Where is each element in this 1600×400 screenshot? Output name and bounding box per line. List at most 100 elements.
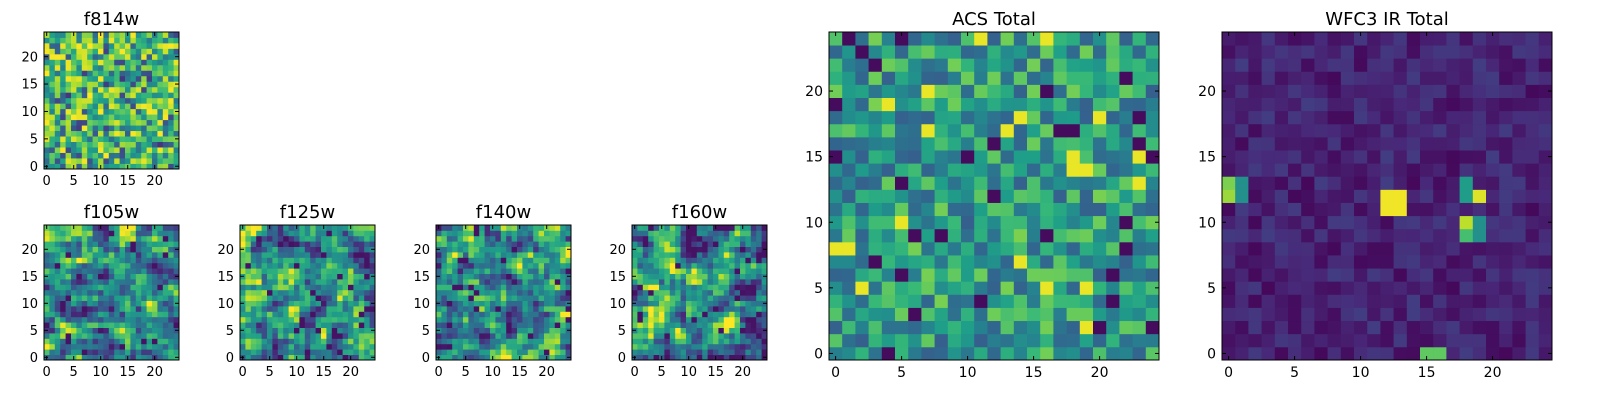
heatmap-cell <box>713 230 719 237</box>
heatmap-cell <box>240 316 246 323</box>
heatmap-cell <box>686 257 692 264</box>
heatmap-cell <box>723 295 730 301</box>
heatmap-cell <box>441 257 448 264</box>
heatmap-cell <box>522 306 529 312</box>
f125w-axes-frame <box>239 224 376 361</box>
heatmap-cell <box>1538 110 1553 125</box>
heatmap-cell <box>702 289 708 296</box>
heatmap-cell <box>119 273 126 280</box>
heatmap-cell <box>1145 333 1160 348</box>
heatmap-cell <box>65 316 72 323</box>
heatmap-cell <box>842 346 856 361</box>
heatmap-cell <box>141 37 147 44</box>
heatmap-cell <box>560 322 566 328</box>
heatmap-cell <box>87 241 93 247</box>
heatmap-cell <box>1248 228 1262 243</box>
heatmap-cell <box>1340 123 1355 138</box>
heatmap-cell <box>173 316 180 323</box>
heatmap-cell <box>369 225 376 231</box>
heatmap-cell <box>337 343 343 350</box>
heatmap-cell <box>1013 202 1028 217</box>
heatmap-cell <box>119 322 126 328</box>
heatmap-cell <box>669 235 676 242</box>
heatmap-cell <box>1327 228 1342 243</box>
heatmap-cell <box>1327 84 1342 98</box>
heatmap-cell <box>81 158 88 164</box>
heatmap-cell <box>44 147 50 153</box>
heatmap-cell <box>538 343 545 350</box>
heatmap-cell <box>500 279 507 285</box>
heatmap-cell <box>500 241 507 247</box>
heatmap-cell <box>761 268 768 274</box>
heatmap-cell <box>1145 163 1160 177</box>
heatmap-cell <box>250 338 257 345</box>
heatmap-cell <box>881 45 896 59</box>
heatmap-cell <box>881 110 896 125</box>
heatmap-cell <box>76 295 83 301</box>
heatmap-cell <box>152 262 158 269</box>
heatmap-cell <box>1301 346 1315 361</box>
heatmap-cell <box>54 152 61 159</box>
heatmap-cell <box>1132 71 1147 85</box>
heatmap-cell <box>506 333 512 339</box>
heatmap-cell <box>1486 163 1500 177</box>
heatmap-cell <box>522 225 529 231</box>
heatmap-cell <box>65 53 72 60</box>
heatmap-cell <box>549 300 556 307</box>
heatmap-cell <box>544 333 550 339</box>
heatmap-cell <box>76 333 83 339</box>
heatmap-cell <box>49 130 56 137</box>
heatmap-cell <box>1340 268 1355 282</box>
heatmap-cell <box>702 354 708 361</box>
heatmap-cell <box>337 306 343 312</box>
heatmap-cell <box>457 295 464 301</box>
heatmap-cell <box>842 320 856 335</box>
heatmap-cell <box>1486 346 1500 361</box>
heatmap-cell <box>1145 307 1160 322</box>
heatmap-cell <box>261 333 268 339</box>
heatmap-cell <box>987 150 1001 164</box>
heatmap-cell <box>135 311 142 318</box>
heatmap-cell <box>135 295 142 301</box>
heatmap-cell <box>750 322 757 328</box>
heatmap-cell <box>98 136 104 142</box>
heatmap-cell <box>304 262 311 269</box>
heatmap-cell <box>1512 110 1526 125</box>
heatmap-cell <box>1367 150 1381 164</box>
heatmap-cell <box>1393 281 1408 295</box>
heatmap-cell <box>1288 84 1302 98</box>
heatmap-cell <box>288 306 295 312</box>
heatmap-cell <box>511 279 518 285</box>
heatmap-cell <box>54 241 61 247</box>
heatmap-cell <box>868 123 883 138</box>
heatmap-cell <box>81 306 88 312</box>
heatmap-cell <box>310 262 316 269</box>
heatmap-cell <box>707 327 714 334</box>
heatmap-cell <box>119 230 126 237</box>
heatmap-cell <box>1538 71 1553 85</box>
heatmap-cell <box>829 189 843 203</box>
heatmap-cell <box>146 92 153 99</box>
heatmap-cell <box>441 246 448 253</box>
heatmap-cell <box>745 273 752 280</box>
heatmap-cell <box>1340 45 1355 59</box>
heatmap-cell <box>664 289 671 296</box>
heatmap-cell <box>934 215 949 230</box>
heatmap-cell <box>76 300 83 307</box>
heatmap-cell <box>250 295 257 301</box>
heatmap-cell <box>895 346 909 361</box>
heatmap-cell <box>321 289 327 296</box>
heatmap-cell <box>60 235 66 242</box>
heatmap-cell <box>506 246 512 253</box>
heatmap-cell <box>168 354 174 361</box>
heatmap-cell <box>642 295 649 301</box>
heatmap-cell <box>527 322 534 328</box>
heatmap-cell <box>1538 202 1553 217</box>
heatmap-cell <box>1040 150 1054 164</box>
heatmap-cell <box>1027 228 1041 243</box>
heatmap-cell <box>1288 268 1302 282</box>
heatmap-cell <box>745 343 752 350</box>
heatmap-cell <box>675 311 681 318</box>
heatmap-cell <box>173 64 180 71</box>
heatmap-cell <box>664 354 671 361</box>
